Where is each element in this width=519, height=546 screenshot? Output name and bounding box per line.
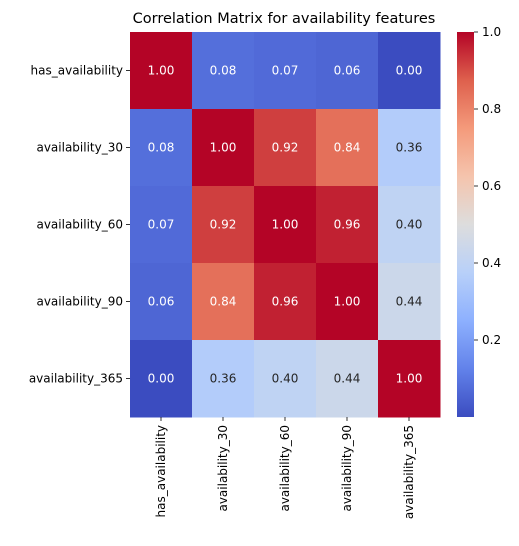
colorbar-tick-label: 0.6 [482, 179, 501, 193]
heatmap-cell [316, 109, 379, 187]
heatmap-cell [192, 263, 255, 341]
y-tick-labels: has_availability availability_30 availabil… [29, 64, 130, 386]
heatmap-cell [130, 263, 193, 341]
x-tick-labels: has_availability availability_30 availabil… [154, 417, 416, 519]
y-tick-label: availability_90 [36, 295, 123, 309]
x-tick-label: availability_60 [278, 425, 292, 512]
cell-value-label: 1.00 [210, 141, 237, 155]
heatmap-cell [130, 109, 193, 187]
heatmap-cell [192, 32, 255, 110]
colorbar-gradient [457, 32, 474, 417]
cell-value-label: 0.07 [272, 64, 299, 78]
y-tick-label: has_availability [31, 64, 123, 78]
cell-value-label: 0.36 [396, 141, 423, 155]
cell-value-label: 0.00 [396, 64, 423, 78]
colorbar-tick-label: 0.8 [482, 102, 501, 116]
heatmap-cell [316, 32, 379, 110]
cell-value-label: 0.96 [272, 295, 299, 309]
cell-value-label: 0.08 [148, 141, 175, 155]
cell-value-label: 0.84 [210, 295, 237, 309]
heatmap-cell [254, 186, 317, 264]
cell-value-label: 0.07 [148, 218, 175, 232]
cell-value-label: 0.06 [148, 295, 175, 309]
colorbar-tick-label: 0.2 [482, 333, 501, 347]
y-tick-label: availability_30 [36, 141, 123, 155]
heatmap-cell [130, 340, 193, 418]
cell-value-label: 0.06 [334, 64, 361, 78]
cell-value-label: 0.40 [272, 372, 299, 386]
heatmap-cell [254, 109, 317, 187]
heatmap-cell [378, 186, 441, 264]
heatmap-cell [378, 32, 441, 110]
cell-value-label: 0.44 [396, 295, 423, 309]
y-tick-label: availability_60 [36, 218, 123, 232]
cell-value-label: 0.44 [334, 372, 361, 386]
cell-value-label: 0.40 [396, 218, 423, 232]
x-tick-label: has_availability [154, 425, 168, 517]
cell-value-label: 0.36 [210, 372, 237, 386]
heatmap-cell [378, 109, 441, 187]
heatmap-cell [254, 263, 317, 341]
cell-value-label: 1.00 [272, 218, 299, 232]
heatmap-cell [192, 340, 255, 418]
cell-value-label: 0.00 [148, 372, 175, 386]
cell-value-label: 1.00 [148, 64, 175, 78]
x-tick-label: availability_90 [340, 425, 354, 512]
colorbar: 0.2 0.4 0.6 0.8 1.0 [457, 25, 501, 417]
cell-value-label: 0.92 [272, 141, 299, 155]
heatmap-cells: 1.00 0.08 0.07 0.06 0.00 0.08 1.00 0.92 0.84 0.36… [130, 32, 441, 418]
heatmap-cell [254, 32, 317, 110]
cell-value-label: 0.96 [334, 218, 361, 232]
heatmap-cell [192, 109, 255, 187]
heatmap-cell [130, 186, 193, 264]
heatmap-cell [316, 186, 379, 264]
cell-value-label: 1.00 [396, 372, 423, 386]
heatmap-cell [378, 340, 441, 418]
colorbar-tick-label: 0.4 [482, 256, 501, 270]
heatmap-cell [254, 340, 317, 418]
cell-value-label: 1.00 [334, 295, 361, 309]
cell-value-label: 0.84 [334, 141, 361, 155]
x-tick-label: availability_365 [402, 425, 416, 519]
heatmap-cell [316, 263, 379, 341]
y-tick-label: availability_365 [29, 372, 123, 386]
heatmap-cell [378, 263, 441, 341]
x-tick-label: availability_30 [216, 425, 230, 512]
heatmap-cell [316, 340, 379, 418]
cell-value-label: 0.08 [210, 64, 237, 78]
colorbar-tick-label: 1.0 [482, 25, 501, 39]
chart-title: Correlation Matrix for availability feat… [133, 11, 436, 27]
heatmap-cell [192, 186, 255, 264]
heatmap-cell [130, 32, 193, 110]
cell-value-label: 0.92 [210, 218, 237, 232]
